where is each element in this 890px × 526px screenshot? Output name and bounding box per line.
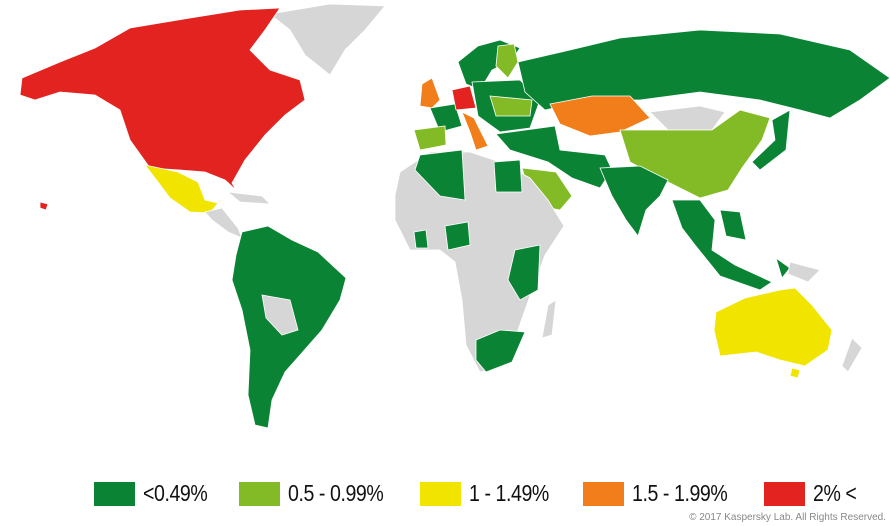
- north-america: [19, 7, 306, 191]
- hawaii: [39, 201, 49, 211]
- united-kingdom: [419, 77, 441, 109]
- nigeria: [444, 221, 471, 251]
- legend-swatch: [582, 481, 624, 506]
- bolivia-paraguay: [261, 294, 299, 336]
- southeast-asia: [671, 199, 791, 291]
- new-guinea: [787, 261, 821, 283]
- japan: [751, 109, 791, 171]
- legend-item-1.5-1.99: 1.5 - 1.99%: [582, 480, 744, 507]
- legend-item-1-1.49: 1 - 1.49%: [419, 480, 563, 507]
- mongolia: [649, 105, 726, 131]
- greenland: [269, 3, 386, 76]
- world-map: [19, 3, 890, 429]
- legend-swatch: [419, 481, 461, 506]
- legend-label: 0.5 - 0.99%: [287, 480, 384, 506]
- new-zealand: [841, 337, 863, 373]
- legend-item-0.5-0.99: 0.5 - 0.99%: [238, 480, 400, 507]
- india: [599, 165, 669, 237]
- egypt: [493, 159, 523, 193]
- kenya-tanzania: [507, 244, 541, 301]
- germany: [451, 85, 477, 111]
- legend-swatch: [238, 481, 280, 506]
- copyright: © 2017 Kaspersky Lab. All Rights Reserve…: [689, 512, 886, 523]
- legend-swatch: [763, 481, 805, 506]
- spain: [413, 125, 447, 151]
- algeria: [414, 149, 466, 201]
- mexico: [144, 164, 219, 214]
- italy: [461, 111, 489, 151]
- finland: [495, 43, 519, 79]
- kazakhstan: [549, 95, 651, 137]
- madagascar: [541, 299, 557, 339]
- south-africa: [475, 329, 526, 373]
- legend-label: <0.49%: [143, 480, 208, 506]
- australia: [713, 287, 833, 379]
- legend-item-gt-2: 2% <: [763, 480, 864, 507]
- france: [429, 103, 463, 133]
- legend-label: 2% <: [812, 480, 857, 506]
- legend-item-lt-0.49: <0.49%: [94, 480, 219, 507]
- legend-swatch: [94, 481, 135, 506]
- legend-label: 1 - 1.49%: [468, 480, 549, 506]
- legend-label: 1.5 - 1.99%: [631, 480, 728, 506]
- ghana: [413, 229, 429, 249]
- ukraine: [489, 95, 533, 117]
- legend: <0.49% 0.5 - 0.99% 1 - 1.49% 1.5 - 1.99%…: [94, 480, 884, 507]
